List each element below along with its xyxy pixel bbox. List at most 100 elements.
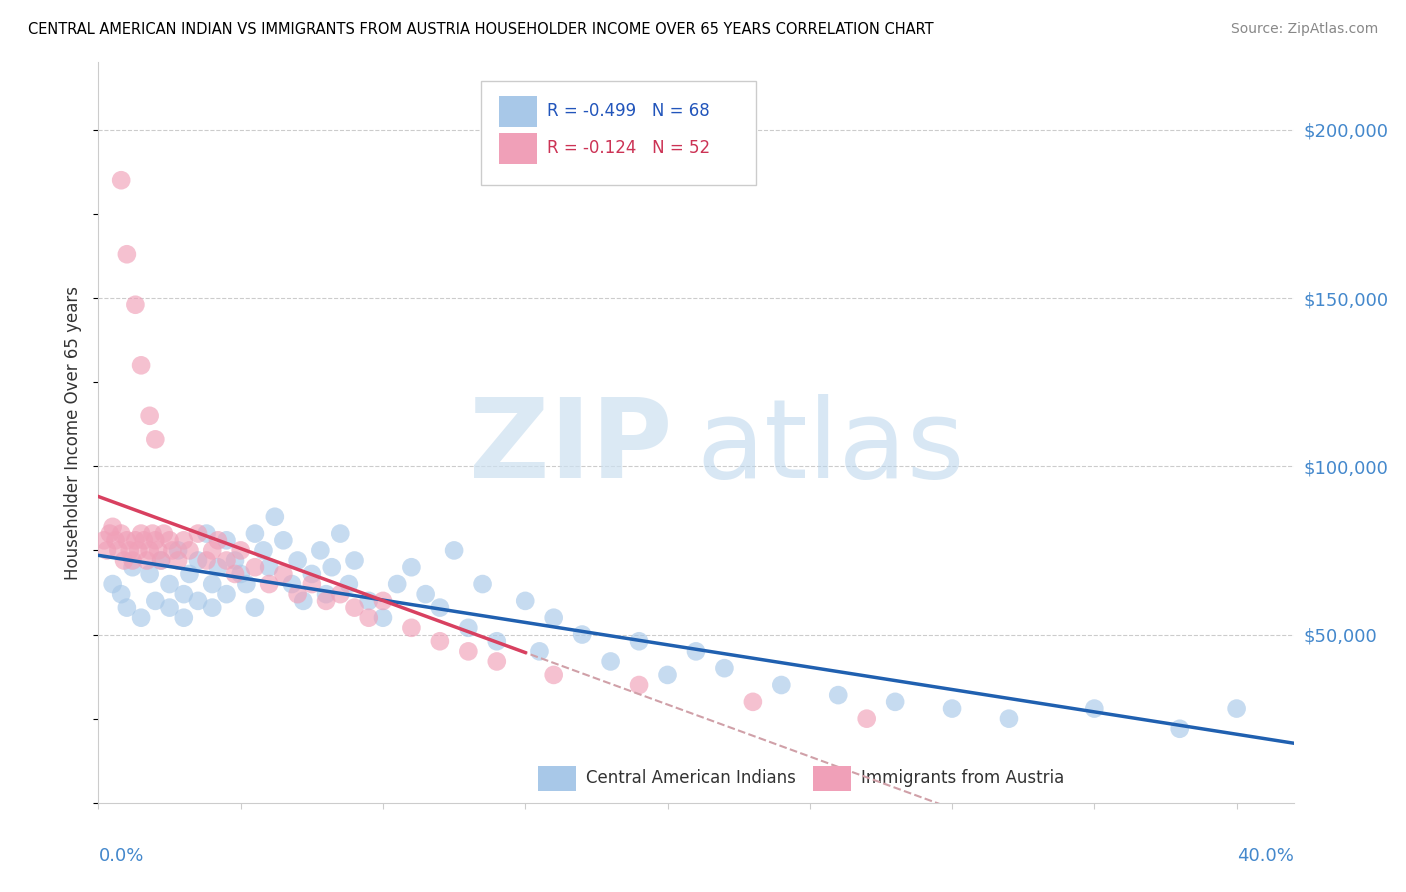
Point [281,577,304,591]
Point [243,560,266,574]
Point [135,553,157,567]
Point [357,610,380,624]
Point [143,433,166,447]
Point [187,553,209,567]
Point [301,577,323,591]
Point [252,543,274,558]
Point [93,533,115,548]
Point [153,526,176,541]
Point [855,712,877,726]
Point [287,587,309,601]
Point [371,594,394,608]
Point [429,600,451,615]
Point [571,627,593,641]
Point [124,533,146,548]
Point [401,621,423,635]
Point [1168,722,1191,736]
Point [1083,701,1105,715]
Point [685,644,707,658]
Point [263,509,285,524]
Point [110,173,132,187]
Point [138,409,160,423]
Point [179,566,201,581]
Point [143,594,166,608]
Point [273,533,295,548]
Point [107,543,129,558]
Point [118,543,141,558]
Text: Source: ZipAtlas.com: Source: ZipAtlas.com [1230,22,1378,37]
Point [127,543,149,558]
Point [657,668,679,682]
Point [195,526,218,541]
Point [329,587,352,601]
Point [110,526,132,541]
Point [115,533,138,548]
Point [138,543,160,558]
Point [138,566,160,581]
Point [287,553,309,567]
Point [179,543,201,558]
Point [187,594,209,608]
Point [371,610,394,624]
Point [195,553,218,567]
Point [337,577,360,591]
Point [101,577,124,591]
Point [543,610,565,624]
Point [457,621,479,635]
Point [143,533,166,548]
Point [215,533,238,548]
Point [121,553,143,567]
Text: 0.0%: 0.0% [98,847,143,865]
Point [235,577,257,591]
Point [207,533,229,548]
Point [315,587,337,601]
Point [162,543,184,558]
Point [628,678,651,692]
Y-axis label: Householder Income Over 65 years: Householder Income Over 65 years [65,285,83,580]
Point [243,526,266,541]
Point [827,688,849,702]
FancyBboxPatch shape [499,133,537,164]
Point [229,566,252,581]
Point [98,526,121,541]
Point [415,587,437,601]
Point [401,560,423,574]
Point [884,695,907,709]
Point [485,634,508,648]
Point [273,566,295,581]
Point [257,577,280,591]
Point [292,594,315,608]
Point [101,520,124,534]
Point [224,566,246,581]
Point [713,661,735,675]
Text: Immigrants from Austria: Immigrants from Austria [860,770,1064,788]
Point [124,298,146,312]
Point [599,655,621,669]
Point [104,533,127,548]
Point [215,587,238,601]
Point [159,600,181,615]
Point [529,644,551,658]
Point [115,247,138,261]
Point [129,359,152,373]
Point [329,526,352,541]
Point [96,543,118,558]
Point [457,644,479,658]
Point [243,600,266,615]
Text: ZIP: ZIP [468,394,672,501]
Point [301,566,323,581]
Point [515,594,537,608]
Point [309,543,332,558]
Text: atlas: atlas [696,394,965,501]
Point [315,594,337,608]
Text: R = -0.124   N = 52: R = -0.124 N = 52 [547,139,710,157]
Text: CENTRAL AMERICAN INDIAN VS IMMIGRANTS FROM AUSTRIA HOUSEHOLDER INCOME OVER 65 YE: CENTRAL AMERICAN INDIAN VS IMMIGRANTS FR… [28,22,934,37]
Point [998,712,1021,726]
Point [148,543,170,558]
Point [257,560,280,574]
Point [167,553,190,567]
Point [167,543,190,558]
FancyBboxPatch shape [813,765,852,791]
Point [201,543,224,558]
Point [115,600,138,615]
